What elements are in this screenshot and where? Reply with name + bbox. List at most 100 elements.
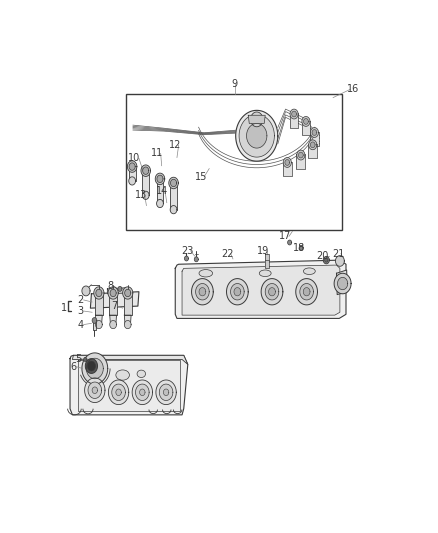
Polygon shape — [127, 161, 137, 172]
Polygon shape — [292, 111, 297, 117]
Text: 4: 4 — [77, 320, 83, 329]
Polygon shape — [129, 163, 135, 170]
Polygon shape — [159, 384, 173, 400]
Bar — [126, 93, 342, 230]
Polygon shape — [283, 158, 291, 167]
Polygon shape — [199, 288, 206, 296]
Polygon shape — [311, 142, 315, 148]
Polygon shape — [336, 256, 344, 266]
Polygon shape — [175, 260, 346, 318]
Ellipse shape — [116, 370, 130, 380]
Polygon shape — [92, 387, 98, 393]
Polygon shape — [124, 315, 131, 325]
Polygon shape — [110, 320, 117, 329]
Text: 22: 22 — [222, 248, 234, 259]
Polygon shape — [311, 127, 318, 138]
Polygon shape — [108, 287, 118, 299]
Polygon shape — [336, 270, 347, 295]
Polygon shape — [142, 171, 149, 195]
Polygon shape — [170, 179, 177, 187]
Polygon shape — [334, 273, 351, 294]
Polygon shape — [296, 279, 318, 305]
Text: 13: 13 — [135, 190, 148, 200]
Polygon shape — [107, 288, 128, 294]
Polygon shape — [285, 159, 290, 165]
Polygon shape — [132, 380, 152, 405]
Text: 5: 5 — [75, 353, 81, 364]
Text: 14: 14 — [155, 186, 168, 196]
Ellipse shape — [259, 270, 271, 277]
Polygon shape — [72, 356, 188, 365]
Polygon shape — [92, 318, 97, 324]
Text: 8: 8 — [108, 280, 114, 290]
Polygon shape — [304, 118, 308, 124]
Polygon shape — [169, 177, 178, 189]
Polygon shape — [265, 254, 269, 268]
Polygon shape — [301, 120, 311, 135]
Text: 1: 1 — [61, 303, 67, 313]
Polygon shape — [78, 360, 180, 411]
Polygon shape — [88, 382, 102, 399]
Polygon shape — [95, 294, 103, 315]
Polygon shape — [109, 294, 117, 315]
Polygon shape — [236, 110, 278, 161]
Text: 16: 16 — [347, 84, 360, 94]
Polygon shape — [143, 167, 149, 174]
Polygon shape — [297, 150, 305, 160]
Polygon shape — [290, 109, 298, 119]
Text: 3: 3 — [77, 306, 83, 316]
Polygon shape — [310, 132, 319, 146]
Polygon shape — [94, 287, 104, 299]
Polygon shape — [234, 288, 241, 296]
Polygon shape — [261, 279, 283, 305]
Text: 23: 23 — [181, 246, 193, 256]
Polygon shape — [135, 384, 149, 400]
Polygon shape — [303, 288, 310, 296]
Polygon shape — [95, 315, 102, 325]
Polygon shape — [112, 384, 125, 400]
Polygon shape — [155, 173, 165, 184]
Text: 20: 20 — [317, 251, 329, 261]
Polygon shape — [156, 179, 163, 204]
Polygon shape — [142, 191, 149, 199]
Polygon shape — [118, 286, 122, 292]
Text: 9: 9 — [232, 79, 238, 88]
Polygon shape — [170, 183, 177, 209]
Polygon shape — [70, 356, 188, 415]
Polygon shape — [85, 378, 105, 402]
Text: 11: 11 — [151, 148, 162, 158]
Text: 7: 7 — [111, 301, 117, 311]
Polygon shape — [125, 289, 131, 297]
Polygon shape — [248, 115, 265, 124]
Polygon shape — [87, 361, 95, 371]
Polygon shape — [108, 380, 129, 405]
Polygon shape — [110, 315, 117, 325]
Text: 19: 19 — [258, 246, 270, 256]
Polygon shape — [312, 130, 317, 135]
Polygon shape — [299, 245, 303, 251]
Polygon shape — [297, 154, 305, 168]
Text: 18: 18 — [293, 243, 305, 253]
Polygon shape — [93, 322, 96, 330]
Polygon shape — [182, 265, 340, 315]
Polygon shape — [323, 256, 329, 264]
Polygon shape — [124, 294, 132, 315]
Polygon shape — [196, 284, 209, 300]
Polygon shape — [309, 140, 317, 150]
Polygon shape — [141, 165, 151, 176]
Polygon shape — [156, 380, 176, 405]
Polygon shape — [123, 287, 133, 299]
Polygon shape — [230, 284, 244, 300]
Polygon shape — [86, 358, 103, 379]
Polygon shape — [226, 279, 248, 305]
Text: 12: 12 — [169, 140, 181, 150]
Polygon shape — [290, 113, 298, 127]
Polygon shape — [298, 152, 303, 158]
Polygon shape — [325, 258, 328, 262]
Text: 6: 6 — [71, 362, 77, 372]
Polygon shape — [157, 175, 163, 183]
Polygon shape — [288, 240, 292, 245]
Text: 15: 15 — [194, 172, 207, 182]
Polygon shape — [338, 277, 348, 289]
Polygon shape — [95, 320, 102, 329]
